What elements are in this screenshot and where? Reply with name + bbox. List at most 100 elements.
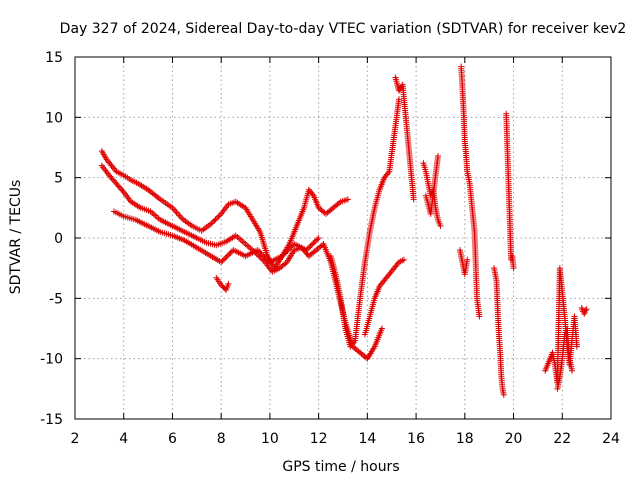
series-steep-rise (327, 96, 403, 350)
data-point (172, 207, 179, 214)
data-point (173, 209, 180, 216)
data-point (216, 212, 223, 219)
data-point (279, 253, 286, 260)
x-tick-label: 14 (358, 431, 376, 447)
data-point (227, 249, 234, 256)
data-point (260, 252, 267, 259)
data-point (510, 265, 517, 272)
data-point (303, 247, 310, 254)
data-point (222, 255, 229, 262)
data-point (223, 253, 230, 260)
data-point (500, 391, 507, 398)
data-point (214, 215, 221, 222)
data-point (476, 313, 483, 320)
series-main-lower (98, 162, 385, 362)
data-point (254, 247, 261, 254)
data-point (314, 236, 321, 243)
data-point (396, 96, 403, 103)
data-point (437, 222, 444, 229)
data-point (310, 240, 317, 247)
data-point (262, 255, 269, 262)
y-axis-label: SDTVAR / TECUs (8, 180, 24, 295)
series-peak-spikes (392, 74, 417, 203)
data-point (285, 246, 292, 253)
x-axis-label: GPS time / hours (282, 459, 399, 475)
data-point (209, 219, 216, 226)
data-point (281, 250, 288, 257)
data-point (304, 245, 311, 252)
data-point (308, 241, 315, 248)
grid-lines (75, 57, 611, 419)
x-tick-label: 2 (71, 431, 80, 447)
data-point (264, 256, 271, 263)
data-point (336, 200, 343, 207)
data-point (176, 212, 183, 219)
series-cluster-23 (578, 304, 590, 318)
x-tick-label: 24 (602, 431, 620, 447)
series-early-dip (213, 274, 232, 293)
data-point (573, 343, 580, 350)
series-cluster-20 (503, 110, 517, 272)
data-point (224, 252, 231, 259)
data-point (435, 152, 442, 159)
data-point (280, 251, 287, 258)
data-point (464, 256, 471, 263)
data-point (582, 307, 589, 314)
data-point (283, 249, 290, 256)
data-point (284, 247, 291, 254)
x-tick-label: 12 (310, 431, 328, 447)
data-point (282, 260, 289, 267)
series-main-upper (98, 148, 351, 272)
data-point (218, 259, 225, 266)
data-point (256, 248, 263, 255)
data-point (258, 251, 265, 258)
chart-title: Day 327 of 2024, Sidereal Day-to-day VTE… (60, 21, 627, 37)
data-point (177, 214, 184, 221)
data-point (307, 243, 314, 250)
series-branch-2 (110, 208, 322, 266)
x-tick-label: 6 (168, 431, 177, 447)
y-tick-label: 5 (54, 171, 63, 187)
series-cluster-16 (420, 160, 444, 229)
y-tick-label: -10 (40, 352, 63, 368)
data-point (215, 213, 222, 220)
x-tick-label: 4 (119, 431, 128, 447)
data-point (257, 249, 264, 256)
data-point (211, 217, 218, 224)
data-points (98, 63, 590, 398)
y-tick-label: -5 (49, 291, 63, 307)
y-tick-label: -15 (40, 412, 63, 428)
data-point (287, 245, 294, 252)
x-tick-label: 10 (261, 431, 279, 447)
data-point (226, 251, 233, 258)
data-point (219, 257, 226, 264)
y-tick-label: 0 (54, 231, 63, 247)
plot-frame (74, 56, 612, 420)
data-point (410, 196, 417, 203)
series-cluster-19 (491, 265, 507, 398)
data-point (362, 354, 369, 361)
x-tick-label: 20 (505, 431, 523, 447)
data-point (119, 187, 126, 194)
data-point (569, 367, 576, 374)
y-tick-label: 15 (45, 50, 63, 66)
data-point (583, 306, 590, 313)
data-point (225, 280, 232, 287)
data-point (315, 235, 322, 241)
x-tick-label: 22 (553, 431, 571, 447)
data-point (378, 325, 385, 332)
data-point (261, 253, 268, 260)
series-cluster-18b (456, 247, 471, 278)
series-rise-lower (361, 256, 407, 338)
series-cluster-22b (554, 325, 576, 392)
data-point (400, 256, 407, 263)
data-point (312, 237, 319, 244)
x-tick-label: 16 (407, 431, 425, 447)
x-tick-label: 18 (456, 431, 474, 447)
data-point (220, 256, 227, 263)
data-point (175, 211, 182, 218)
data-point (344, 196, 351, 203)
y-tick-label: 10 (45, 110, 63, 126)
